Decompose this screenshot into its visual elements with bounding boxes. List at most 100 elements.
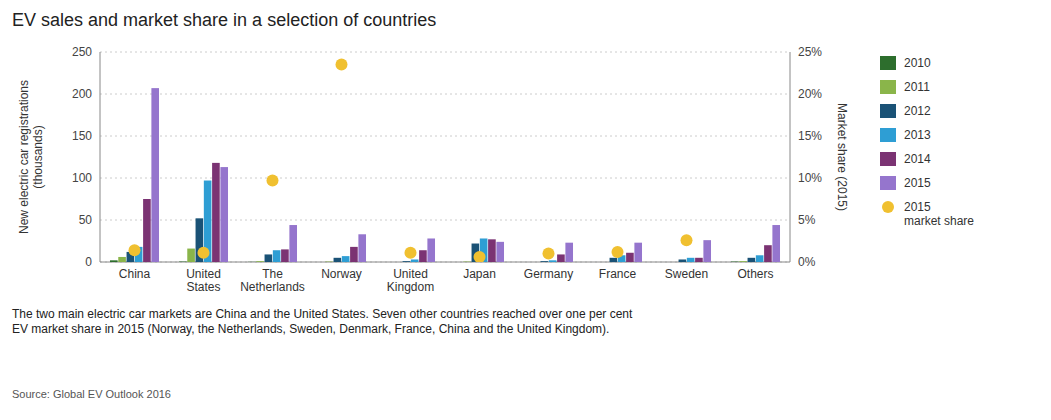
y-tick-label: 150: [72, 129, 92, 143]
grid-line: [100, 136, 790, 137]
chart: EV sales and market share in a selection…: [0, 0, 1051, 420]
bar: [601, 262, 609, 263]
title: EV sales and market share in a selection…: [12, 10, 436, 30]
legend-label: 2013: [904, 128, 931, 142]
dot: [405, 247, 417, 259]
y2-tick-label: 0%: [798, 255, 816, 269]
x-tick-label: Others: [737, 267, 773, 281]
source: Source: Global EV Outlook 2016: [12, 388, 171, 400]
legend-swatch: [880, 56, 896, 70]
bar: [317, 262, 325, 263]
bar: [496, 242, 504, 262]
bar: [731, 261, 739, 262]
bar: [350, 247, 358, 262]
legend: 2010201120122013201420152015market share: [880, 56, 974, 228]
bar: [662, 262, 670, 263]
y-tick-label: 250: [72, 45, 92, 59]
grid-line: [100, 220, 790, 221]
bar: [524, 262, 532, 263]
bar: [273, 250, 281, 262]
grid-line: [100, 52, 790, 53]
bar: [626, 253, 634, 262]
bar: [256, 261, 264, 262]
bar: [427, 238, 435, 262]
y-tick-label: 50: [79, 213, 93, 227]
legend-label: 2015: [904, 176, 931, 190]
y-tick-label: 0: [85, 255, 92, 269]
grid-line: [100, 178, 790, 179]
legend-label: 2010: [904, 56, 931, 70]
bar: [634, 243, 642, 262]
bar: [394, 262, 402, 263]
y-tick-label: 200: [72, 87, 92, 101]
grid: [100, 52, 790, 262]
x-tick-label: Germany: [524, 267, 573, 281]
bar: [248, 261, 256, 262]
x-tick-label: Sweden: [665, 267, 708, 281]
dot: [612, 246, 624, 258]
x-axis: [100, 262, 790, 263]
bar: [110, 260, 118, 262]
y-tick-label: 100: [72, 171, 92, 185]
legend-swatch: [880, 104, 896, 118]
dot: [129, 244, 141, 256]
legend-swatch: [880, 152, 896, 166]
bar: [549, 260, 557, 262]
bar: [748, 258, 756, 262]
legend-label: 2014: [904, 152, 931, 166]
dot: [681, 234, 693, 246]
y2-tick-label: 20%: [798, 87, 822, 101]
bar: [281, 249, 289, 262]
y2-tick-label: 25%: [798, 45, 822, 59]
dot: [198, 247, 210, 259]
y2-tick-label: 15%: [798, 129, 822, 143]
bar: [739, 261, 747, 262]
bar: [532, 262, 540, 263]
bar: [756, 255, 764, 262]
dot: [474, 251, 486, 262]
bar: [610, 258, 618, 262]
x-tick-label: Norway: [321, 267, 362, 281]
x-tick-label: China: [119, 267, 151, 281]
x-tick-label: TheNetherlands: [240, 267, 305, 294]
bar: [772, 225, 780, 262]
bar: [220, 167, 228, 262]
y2-tick-label: 5%: [798, 213, 816, 227]
bar: [187, 249, 195, 262]
grid-line: [100, 94, 790, 95]
bar: [557, 254, 565, 262]
bar: [118, 257, 126, 262]
x-tick-label: France: [599, 267, 637, 281]
y2-tick-label: 10%: [798, 171, 822, 185]
marks: [110, 59, 780, 262]
bar: [179, 261, 187, 262]
bar: [703, 240, 711, 262]
bar: [695, 258, 703, 262]
bar: [143, 199, 151, 262]
dot: [543, 248, 555, 260]
dot: [336, 59, 348, 71]
footnote: The two main electric car markets are Ch…: [12, 307, 633, 336]
bar: [212, 163, 220, 262]
bar: [764, 245, 772, 262]
x-tick-label: Japan: [463, 267, 496, 281]
bar: [386, 262, 394, 263]
legend-label: 2011: [904, 80, 930, 94]
grid-line: [100, 262, 790, 263]
bar: [670, 262, 678, 263]
bar: [342, 256, 350, 262]
legend-label: 2015market share: [904, 200, 974, 228]
legend-marker: [882, 201, 894, 213]
bar: [358, 234, 366, 262]
y2-axis: [790, 52, 791, 262]
bar: [265, 254, 273, 262]
bar: [325, 261, 333, 262]
legend-swatch: [880, 176, 896, 190]
bar: [334, 258, 342, 262]
bar: [419, 250, 427, 262]
bar: [541, 261, 549, 262]
y-axis: [100, 52, 101, 262]
y2-axis-label: Market share (2015): [835, 103, 849, 211]
legend-swatch: [880, 128, 896, 142]
bar: [687, 258, 695, 262]
